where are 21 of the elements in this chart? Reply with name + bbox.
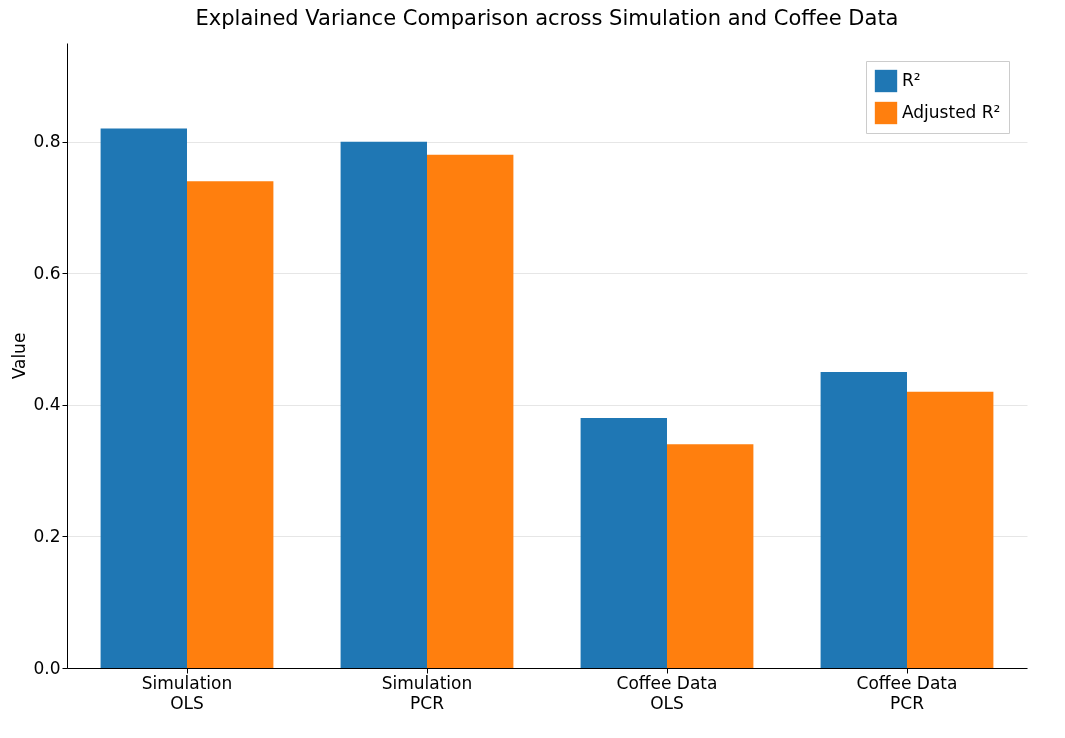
bar bbox=[907, 391, 994, 668]
x-tick-label: Coffee Data PCR bbox=[856, 672, 958, 713]
chart-title: Explained Variance Comparison across Simulation and Coffee Data bbox=[195, 6, 899, 30]
x-tick-label: Simulation PCR bbox=[381, 672, 473, 713]
bar bbox=[820, 371, 907, 668]
x-tick-label: Simulation OLS bbox=[141, 672, 233, 713]
bar bbox=[427, 154, 514, 668]
y-tick-label: 0.2 bbox=[33, 525, 61, 546]
legend-label: Adjusted R² bbox=[902, 102, 1001, 122]
y-tick-label: 0.0 bbox=[33, 657, 61, 678]
bar bbox=[667, 444, 754, 668]
y-tick-label: 0.6 bbox=[33, 262, 61, 283]
bar bbox=[340, 141, 427, 668]
x-tick-label: Coffee Data OLS bbox=[616, 672, 718, 713]
y-tick-label: 0.8 bbox=[33, 131, 61, 152]
bar bbox=[580, 418, 667, 668]
y-axis-title: Value bbox=[9, 332, 30, 380]
y-tick-label: 0.4 bbox=[33, 394, 61, 415]
legend-label: R² bbox=[902, 70, 921, 90]
bar bbox=[100, 128, 187, 668]
bar bbox=[187, 181, 274, 668]
